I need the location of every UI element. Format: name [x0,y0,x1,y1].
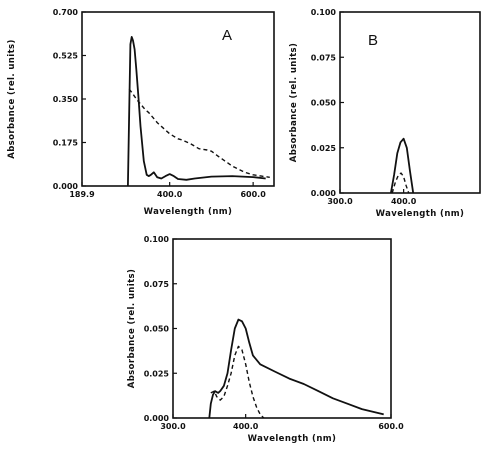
dashed-series-line [210,345,265,419]
y-tick-label: 0.075 [311,53,337,62]
dashed-series-line [128,88,270,178]
x-tick-label: 400.0 [157,190,183,199]
solid-series-line [390,137,415,194]
y-tick-label: 0.075 [144,280,170,289]
solid-series-line [127,36,266,187]
y-tick-label: 0.050 [144,325,170,334]
y-tick-label: 0.000 [144,414,170,423]
y-tick-label: 0.025 [144,369,170,378]
x-tick-label: 600.0 [378,422,404,431]
x-axis-title: Wavelength (nm) [376,209,465,219]
y-tick-label: 0.100 [311,8,337,17]
plot-frame [172,238,392,419]
chart-panel-1: 0.000 0.175 0.350 0.525 0.700 189.9 400.0 600.0… [7,8,275,217]
x-axis-title: Wavelength (nm) [248,434,337,444]
plot-frame [81,11,275,187]
y-tick-label: 0.050 [311,99,337,108]
chart-panel-2: 0.000 0.025 0.050 0.075 0.100 300.0 400.0 Wavel… [289,8,481,219]
x-tick-label: 300.0 [160,422,186,431]
dashed-series-line [391,172,410,194]
solid-series-line [208,318,384,419]
panel-label: B [368,32,378,49]
x-tick-label: 400.0 [391,197,417,206]
x-axis-title: Wavelength (nm) [144,207,233,217]
x-tick-label: 600.0 [240,190,266,199]
y-axis-title: Absorbance (rel. units) [289,43,299,163]
y-tick-label: 0.100 [144,235,170,244]
y-tick-label: 0.525 [53,52,79,61]
y-tick-label: 0.350 [53,95,79,104]
x-tick-label: 300.0 [327,197,353,206]
y-tick-label: 0.000 [311,189,337,198]
x-tick-label: 189.9 [69,190,95,199]
y-tick-label: 0.175 [53,139,79,148]
y-tick-label: 0.700 [53,8,79,17]
y-tick-label: 0.025 [311,144,337,153]
y-axis-title: Absorbance (rel. units) [7,39,17,159]
x-tick-label: 400.0 [233,422,259,431]
y-tick-label: 0.000 [53,182,79,191]
chart-panel-3: 0.000 0.025 0.050 0.075 0.100 300.0 400.0 600.0… [127,235,404,444]
y-axis-title: Absorbance (rel. units) [127,269,137,389]
panel-label: A [222,27,232,44]
